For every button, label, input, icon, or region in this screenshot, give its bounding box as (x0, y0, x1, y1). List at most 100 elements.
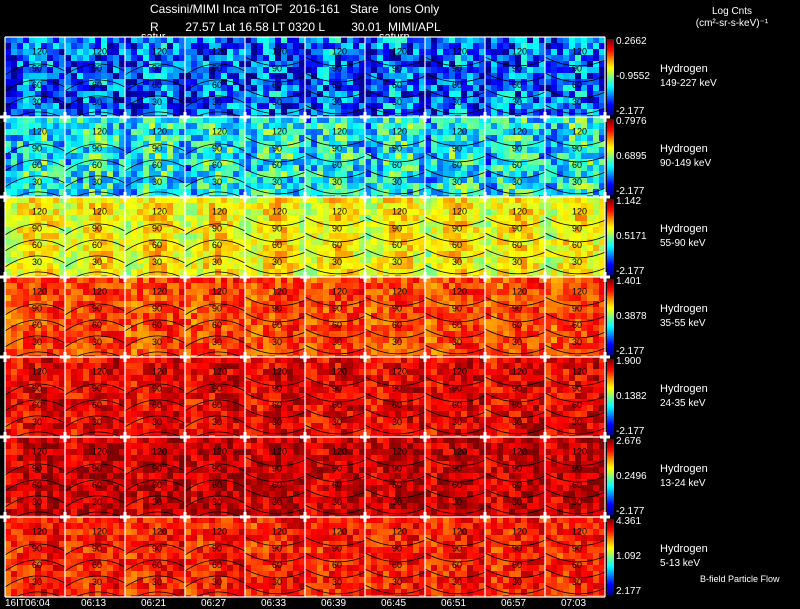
colorbar-segment (607, 269, 614, 272)
contour-line (484, 136, 546, 147)
colorbar-segment (607, 349, 614, 352)
contour-label: 30 (272, 177, 282, 187)
cross-marker (3, 272, 7, 282)
contour-line (64, 63, 126, 76)
contour-line (484, 88, 546, 99)
cross-marker (183, 272, 187, 282)
contour-label: 120 (152, 287, 167, 297)
contour-line (484, 408, 546, 419)
contour-label: 30 (332, 577, 342, 587)
colorbar-segment (607, 200, 614, 204)
contour-label: 90 (572, 63, 582, 73)
contour-label: 30 (452, 337, 462, 347)
contour-label: 90 (452, 143, 462, 153)
colorbar-segment (607, 328, 614, 331)
contour-label: 60 (572, 400, 582, 410)
contour-label: 30 (272, 497, 282, 507)
contour-label: 60 (572, 80, 582, 90)
contour-line (244, 392, 306, 403)
colorbar-segment (607, 347, 614, 350)
colorbar-segment (607, 212, 614, 215)
colorbar-segment (607, 318, 614, 322)
image-panel-r3-c6: 120 90 60 30 (364, 277, 426, 357)
colorbar-mid: 0.6895 (616, 151, 647, 162)
contour-label: 90 (392, 63, 402, 73)
contour-line (244, 312, 306, 323)
contour-line (184, 319, 246, 332)
colorbar-segment (607, 265, 614, 268)
colorbar-segment (607, 216, 614, 219)
colorbar-segment (607, 478, 614, 482)
contour-label: 60 (152, 240, 162, 250)
cross-marker (303, 112, 307, 122)
cross-marker (303, 352, 307, 362)
contour-line (4, 319, 66, 332)
contour-label: 30 (32, 257, 42, 267)
image-panel-r1-c5: 120 90 60 30 (304, 117, 366, 197)
contour-line (124, 383, 186, 396)
colorbar-segment (607, 94, 614, 97)
contour-line (304, 56, 366, 67)
contour-label: 60 (332, 480, 342, 490)
contour-label: 120 (152, 207, 167, 217)
contour-label: 120 (452, 127, 467, 137)
cross-marker (243, 352, 247, 362)
colorbar-max: 4.361 (616, 516, 642, 527)
contour-label: 120 (92, 527, 107, 537)
cross-marker (603, 112, 607, 122)
contour-line (4, 223, 66, 236)
colorbar-segment (607, 143, 614, 147)
contour-label: 60 (332, 160, 342, 170)
contour-line (364, 216, 426, 227)
colorbar-segment (607, 450, 614, 453)
energy-label: 13-24 keV (660, 478, 706, 489)
contour-label: 120 (32, 207, 47, 217)
contour-label: 60 (32, 320, 42, 330)
contour-label: 120 (92, 367, 107, 377)
cross-marker (123, 512, 127, 522)
colorbar-segment (607, 168, 614, 171)
contour-label: 90 (92, 63, 102, 73)
contour-line (244, 568, 306, 579)
contour-label: 30 (272, 97, 282, 107)
cross-marker (243, 272, 247, 282)
colorbar-segment (607, 442, 614, 446)
colorbar-segment (607, 61, 614, 65)
contour-label: 60 (512, 160, 522, 170)
contour-label: 120 (32, 447, 47, 457)
colorbar-segment (607, 484, 614, 487)
contour-label: 120 (152, 447, 167, 457)
colorbar-segment (607, 345, 614, 348)
contour-label: 30 (152, 257, 162, 267)
contour-line (124, 79, 186, 92)
units-line-1: Log Cnts (711, 6, 753, 17)
contour-label: 90 (452, 63, 462, 73)
contour-label: 30 (32, 97, 42, 107)
image-panel-r4-c0: 120 90 60 30 (4, 357, 66, 444)
contour-label: 90 (272, 223, 282, 233)
contour-line (484, 56, 546, 67)
contour-line (544, 552, 606, 563)
image-panel-r1-c8: 120 90 60 30 (484, 117, 546, 197)
contour-label: 60 (392, 80, 402, 90)
contour-label: 90 (572, 543, 582, 553)
cross-marker (423, 432, 427, 442)
colorbar-segment (607, 551, 614, 554)
contour-line (424, 328, 486, 339)
image-panel-r1-c6: 120 90 60 30 (364, 117, 426, 197)
contour-label: 90 (512, 463, 522, 473)
contour-label: 60 (272, 160, 282, 170)
colorbar-segment (607, 366, 614, 369)
contour-line (244, 328, 306, 339)
contour-label: 120 (512, 447, 527, 457)
contour-line (304, 392, 366, 403)
contour-label: 60 (512, 240, 522, 250)
contour-line (364, 376, 426, 387)
contour-line (304, 568, 366, 579)
contour-label: 120 (392, 287, 407, 297)
image-panel-r6-c1: 120 90 60 30 (64, 517, 126, 604)
colorbar-segment (607, 202, 614, 206)
colorbar-segment (607, 187, 614, 190)
image-panel-r4-c3: 120 90 60 30 (184, 357, 246, 444)
contour-label: 60 (332, 400, 342, 410)
